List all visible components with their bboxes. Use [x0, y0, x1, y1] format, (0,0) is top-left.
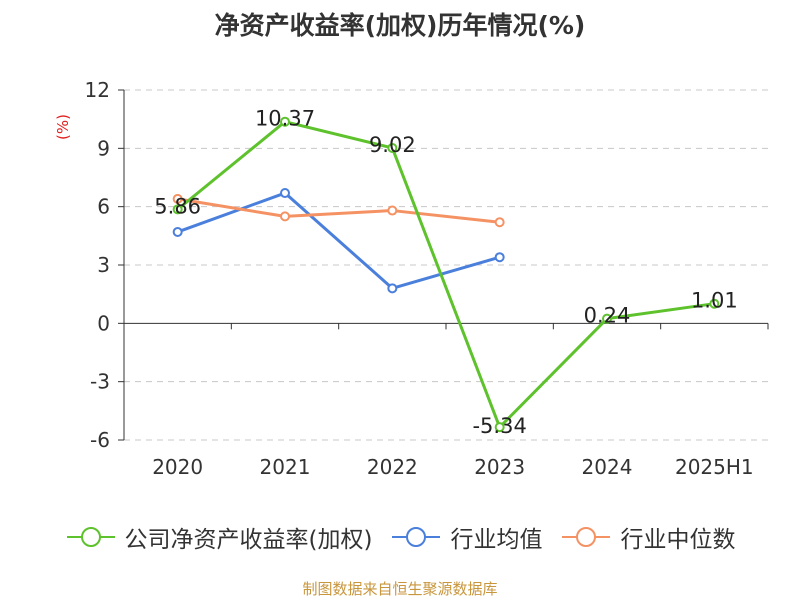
series-line: [177, 191, 501, 290]
data-label: 1.01: [691, 289, 738, 313]
data-label: -5.34: [472, 414, 526, 438]
legend-marker-icon: [562, 527, 611, 547]
data-point: [494, 422, 505, 433]
data-point: [494, 217, 505, 228]
legend-circle: [406, 527, 427, 547]
x-tick-label: 2025H1: [675, 455, 754, 479]
legend-circle: [576, 527, 597, 547]
legend-circle: [80, 527, 101, 547]
y-tick-label: 12: [85, 78, 110, 102]
data-point: [494, 252, 505, 263]
data-label: 0.24: [584, 304, 631, 328]
x-tick-label: 2024: [582, 455, 633, 479]
data-point: [280, 116, 290, 127]
legend-item[interactable]: 公司净资产收益率(加权): [65, 520, 373, 554]
y-tick-label: 6: [97, 195, 110, 219]
legend-item[interactable]: 行业均值: [390, 520, 542, 554]
data-point: [709, 298, 720, 309]
legend-marker-icon: [392, 527, 441, 547]
data-point: [387, 142, 398, 153]
data-point: [602, 313, 612, 324]
y-tick-label: 0: [97, 311, 110, 335]
chart-title: 净资产收益率(加权)历年情况(%): [214, 11, 586, 40]
data-source-note: 制图数据来自恒生聚源数据库: [302, 580, 498, 598]
legend-marker-icon: [66, 527, 115, 547]
data-label: 9.02: [369, 133, 416, 157]
data-point: [280, 211, 290, 222]
y-tick-label: -3: [90, 370, 110, 394]
y-tick-label: 3: [97, 253, 110, 277]
x-tick-label: 2022: [367, 455, 418, 479]
legend-label: 公司净资产收益率(加权): [124, 527, 373, 553]
legend-label: 行业中位数: [620, 527, 736, 553]
x-tick-label: 2023: [474, 455, 525, 479]
data-label: 5.86: [154, 194, 201, 218]
data-label: 10.37: [255, 107, 315, 131]
y-tick-label: -6: [90, 428, 110, 452]
data-point: [172, 204, 183, 215]
data-point: [387, 283, 398, 294]
y-tick-label: 9: [97, 136, 110, 160]
series-line: [177, 197, 500, 224]
legend-label: 行业均值: [450, 527, 543, 553]
data-point: [387, 205, 398, 216]
x-tick-label: 2020: [152, 455, 203, 479]
data-point: [172, 226, 183, 237]
legend-item[interactable]: 行业中位数: [560, 520, 735, 554]
x-tick-label: 2021: [260, 455, 311, 479]
series-line: [176, 120, 715, 429]
data-point: [280, 188, 290, 199]
line-chart: -6 -3 0 3 6 9 12 2020 2021 2022 2023 2024 2025H1 5.86…: [85, 78, 769, 479]
chart-legend: 公司净资产收益率(加权) 行业均值 行业中位数: [0, 520, 800, 554]
data-point: [172, 193, 183, 204]
